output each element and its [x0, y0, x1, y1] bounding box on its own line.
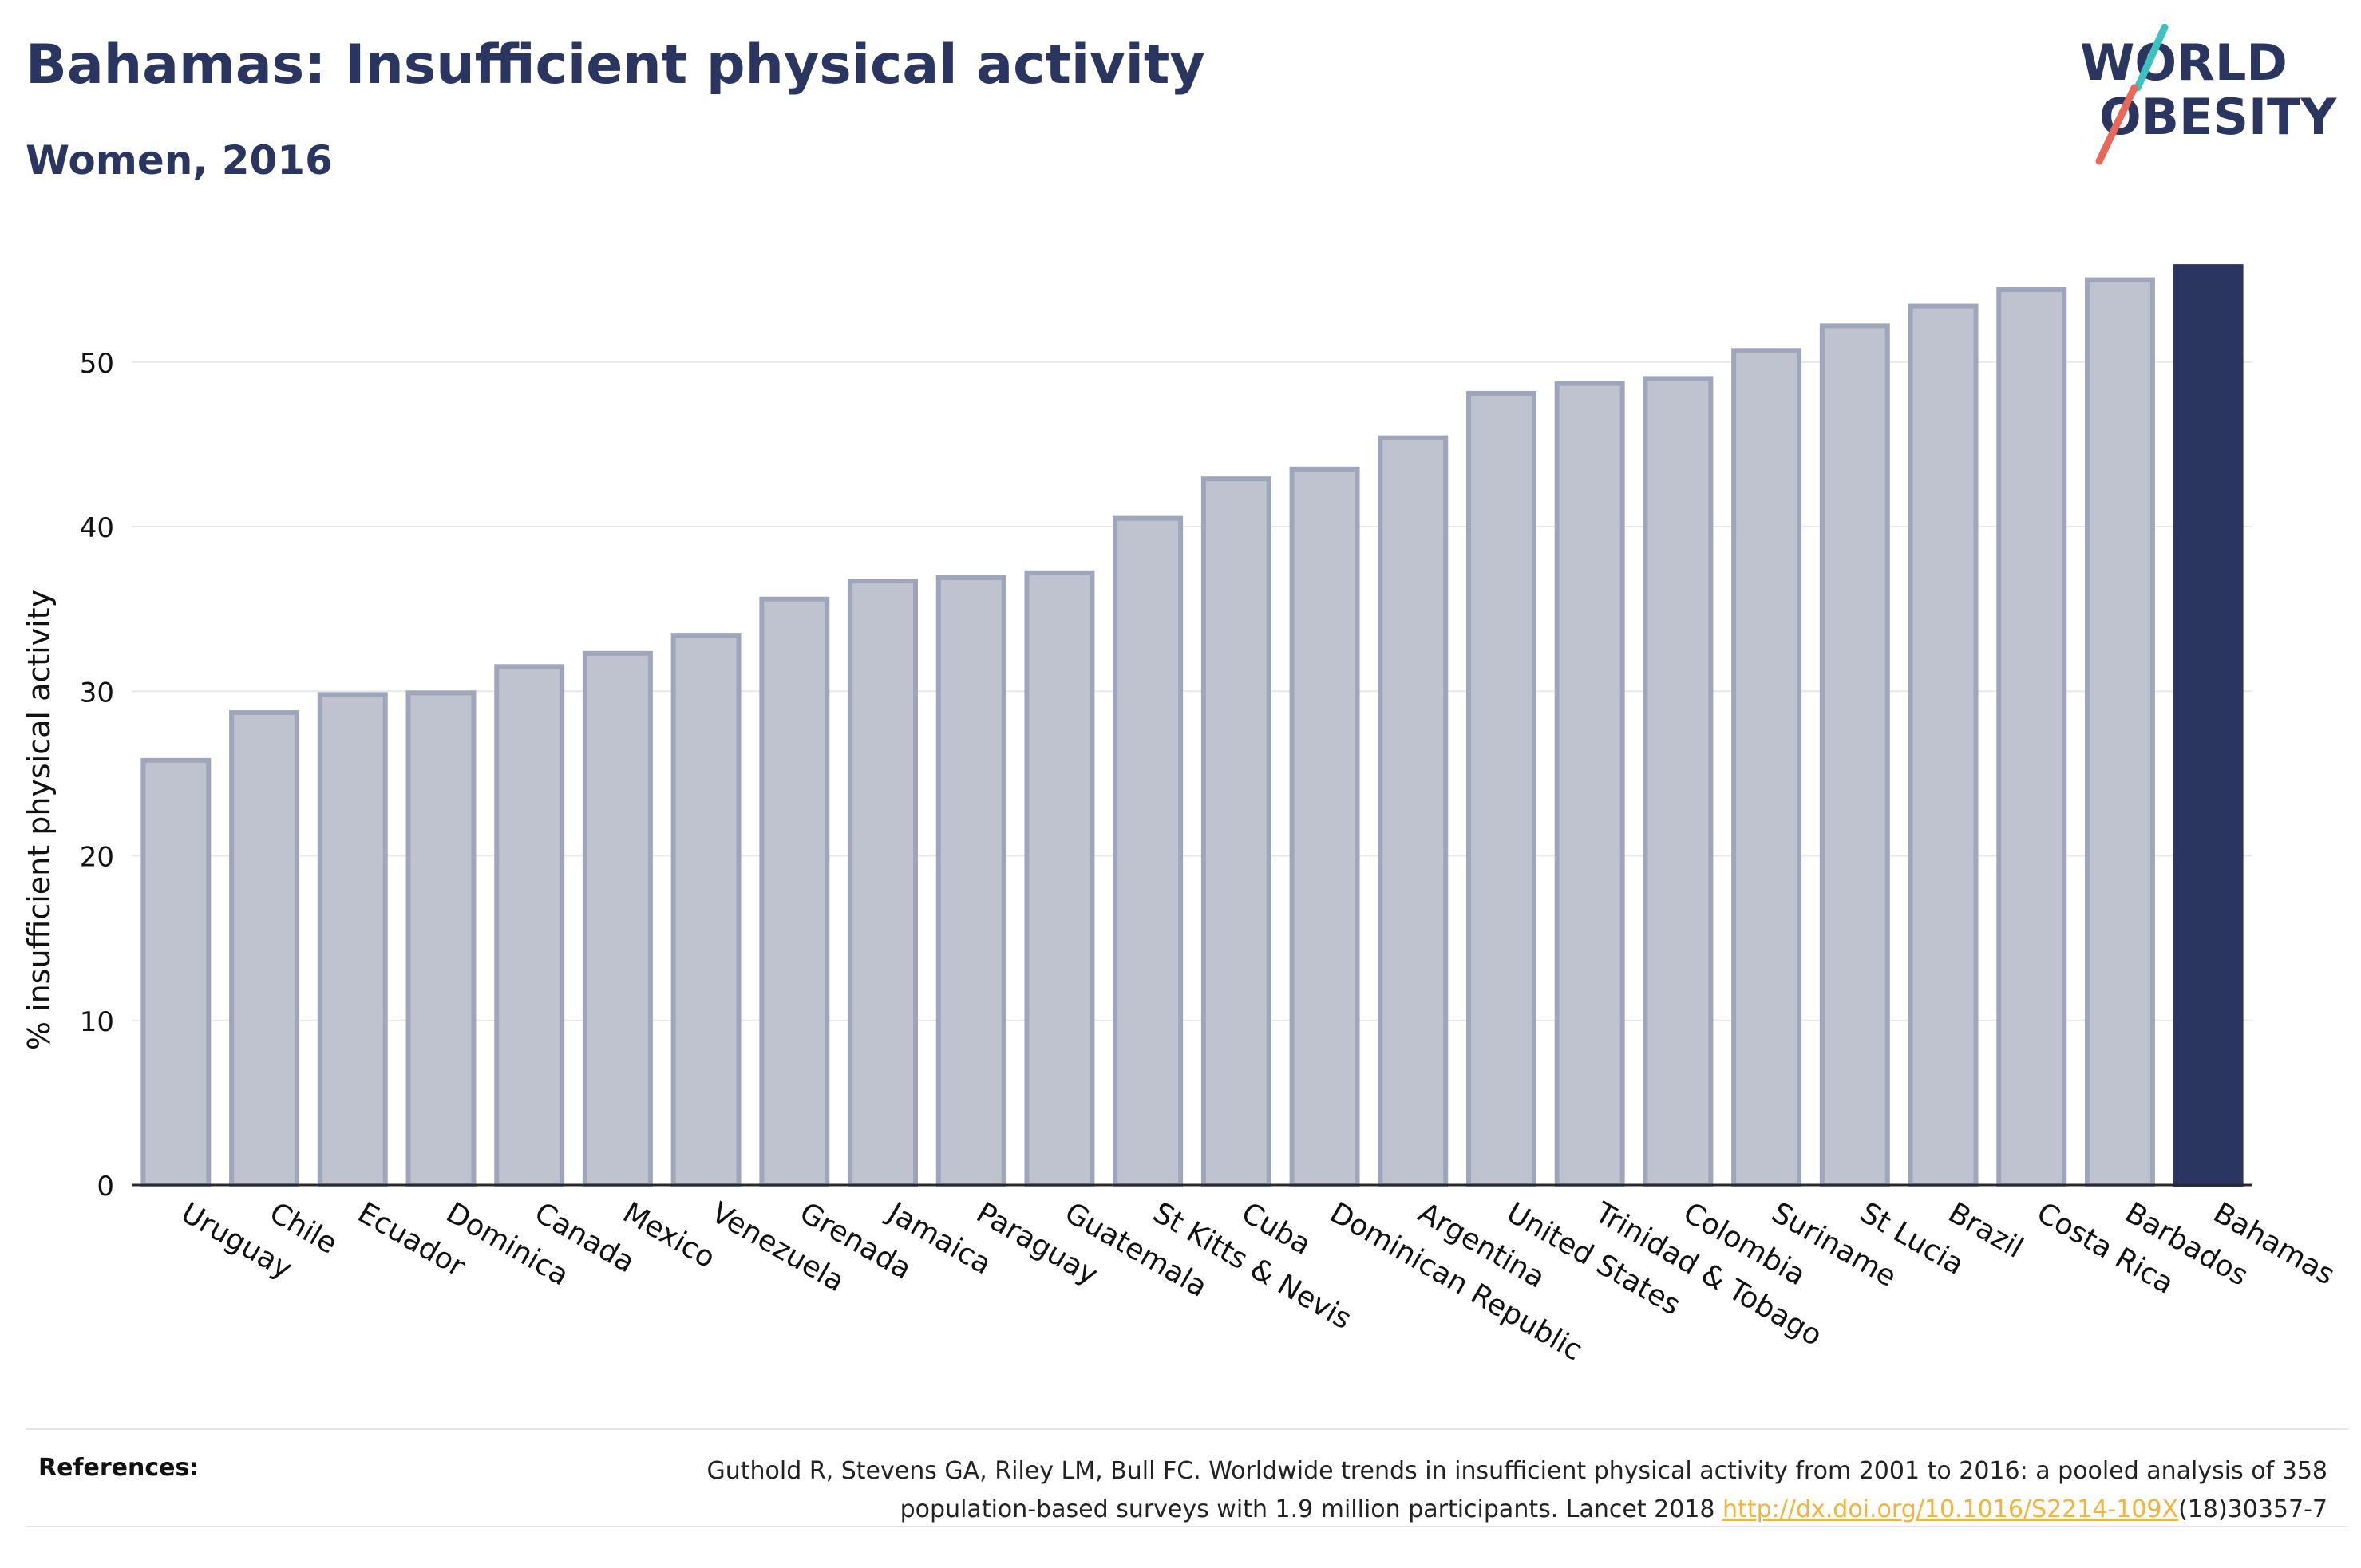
bar-united-states — [1466, 390, 1536, 1187]
bar-trinidad-tobago — [1554, 381, 1625, 1187]
reference-part3: (18)30357-7 — [2178, 1495, 2327, 1523]
y-tick-label: 10 — [80, 1006, 114, 1038]
logo-line2: OBESITY — [2099, 88, 2337, 146]
bar-jamaica — [848, 579, 918, 1187]
bar-dominican-republic — [1289, 466, 1360, 1187]
y-tick-label: 20 — [80, 842, 114, 874]
bar-st-lucia — [1819, 323, 1890, 1187]
references-top-divider — [26, 1428, 2348, 1430]
y-tick-label: 0 — [97, 1171, 114, 1203]
bar-grenada — [759, 596, 830, 1187]
reference-part2: population-based surveys with 1.9 millio… — [900, 1495, 1723, 1523]
y-tick-label: 30 — [80, 677, 114, 709]
bar-venezuela — [670, 633, 742, 1187]
references-bottom-divider — [26, 1526, 2348, 1527]
y-tick-label: 50 — [80, 348, 114, 380]
y-tick-label: 40 — [80, 512, 114, 544]
y-axis-label: % insufficient physical activity — [22, 590, 57, 1050]
references-text: Guthold R, Stevens GA, Riley LM, Bull FC… — [532, 1452, 2327, 1529]
chart-title: Bahamas: Insufficient physical activity — [26, 34, 1205, 97]
bar-bahamas — [2173, 264, 2244, 1187]
world-obesity-logo: WORLD OBESITY — [2080, 24, 2337, 165]
y-tick-labels: 0 10 20 30 40 50 — [80, 348, 114, 1203]
chart-subtitle: Women, 2016 — [26, 137, 333, 184]
bar-costa-rica — [1996, 287, 2067, 1187]
bar-chile — [229, 710, 300, 1187]
bar-dominica — [405, 690, 477, 1187]
logo-slash-coral — [2095, 84, 2138, 165]
bar-barbados — [2084, 277, 2155, 1187]
bar-guatemala — [1024, 570, 1095, 1187]
bars — [140, 264, 2244, 1187]
bar-ecuador — [317, 692, 388, 1187]
reference-part1: Guthold R, Stevens GA, Riley LM, Bull FC… — [706, 1457, 2327, 1485]
bar-suriname — [1731, 348, 1802, 1187]
bar-paraguay — [935, 575, 1006, 1187]
logo-slash-teal — [2134, 24, 2169, 92]
bar-cuba — [1200, 476, 1271, 1187]
bar-st-kitts-nevis — [1113, 515, 1184, 1187]
references-label: References: — [38, 1454, 200, 1482]
logo-line1: WORLD — [2080, 34, 2288, 92]
bar-canada — [494, 664, 565, 1187]
bar-uruguay — [140, 757, 212, 1187]
bar-mexico — [582, 650, 653, 1187]
bar-colombia — [1643, 376, 1714, 1187]
bar-argentina — [1378, 435, 1449, 1187]
bar-brazil — [1908, 303, 1979, 1187]
reference-doi-link[interactable]: http://dx.doi.org/10.1016/S2214-109X — [1722, 1495, 2179, 1523]
grid-lines — [132, 361, 2252, 1021]
